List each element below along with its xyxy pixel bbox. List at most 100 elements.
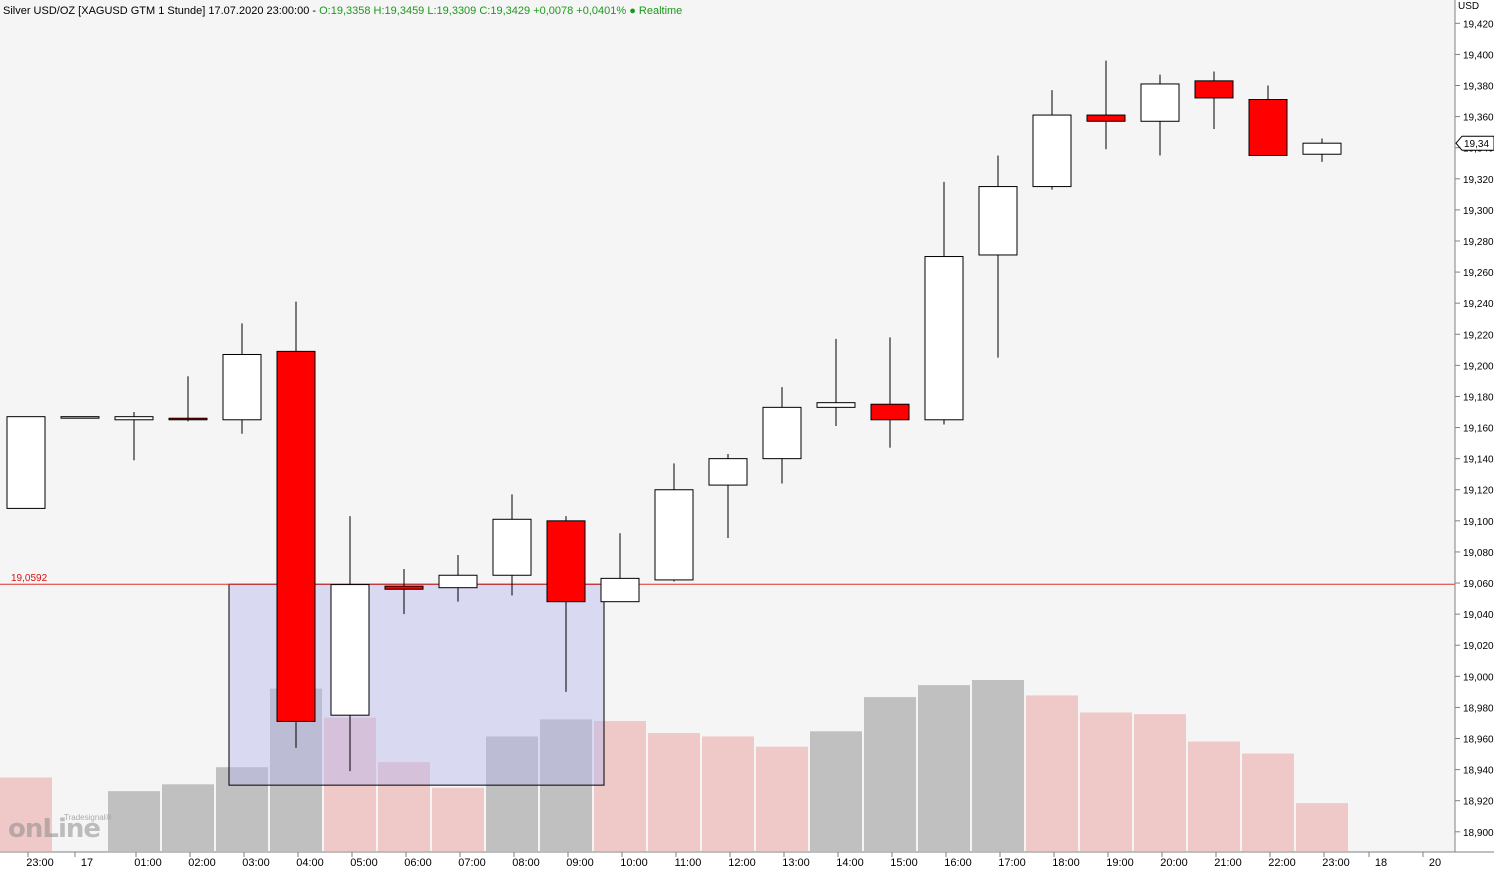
x-tick-label: 23:00 (1322, 857, 1350, 869)
candle-body (978, 186, 1018, 256)
y-tick-label: 18,960 (1463, 735, 1494, 746)
y-tick-label: 19,260 (1463, 268, 1494, 279)
x-tick-label: 18:00 (1052, 857, 1080, 869)
candle-body (654, 489, 694, 581)
candle-body (816, 402, 856, 408)
y-tick-label: 19,420 (1463, 19, 1494, 30)
y-axis: 18,900 18,920 18,940 18,960 18,980 19,000 19,0… (1455, 19, 1494, 839)
y-tick-label: 19,160 (1463, 424, 1494, 435)
x-tick-label: 20 (1429, 857, 1441, 869)
x-tick-label: 07:00 (458, 857, 486, 869)
candle-body (546, 520, 586, 603)
x-tick-label: 14:00 (836, 857, 864, 869)
candle-body (1140, 83, 1180, 122)
x-tick-label: 20:00 (1160, 857, 1188, 869)
logo: onLine (8, 814, 101, 844)
volume-bar (108, 791, 160, 851)
candle-body (924, 256, 964, 421)
y-tick-label: 19,080 (1463, 548, 1494, 559)
y-tick-label: 19,360 (1463, 113, 1494, 124)
x-tick-label: 19:00 (1106, 857, 1134, 869)
chart-title: Silver USD/OZ [XAGUSD GTM 1 Stunde] 17.0… (3, 5, 317, 17)
volume-bar (1026, 695, 1078, 851)
candle-body (1248, 99, 1288, 156)
candle-body (1032, 114, 1072, 188)
y-tick-label: 18,900 (1463, 828, 1494, 839)
level-label: 19,0592 (11, 573, 48, 584)
y-tick-label: 19,300 (1463, 206, 1494, 217)
y-tick-label: 19,120 (1463, 486, 1494, 497)
x-tick-label: 05:00 (350, 857, 378, 869)
x-tick-label: 18 (1375, 857, 1387, 869)
x-tick-label: 16:00 (944, 857, 972, 869)
y-axis-unit: USD (1458, 1, 1480, 12)
logo-small: Tradesignal® (64, 813, 112, 822)
chart-header: Silver USD/OZ [XAGUSD GTM 1 Stunde] 17.0… (3, 5, 682, 17)
x-axis-background (0, 852, 1494, 869)
candle-body (6, 416, 46, 509)
y-tick-label: 18,940 (1463, 766, 1494, 777)
volume-bar (1134, 714, 1186, 851)
last-price-label: 19,34 (1464, 139, 1489, 150)
y-tick-label: 19,000 (1463, 672, 1494, 683)
y-tick-label: 19,140 (1463, 455, 1494, 466)
volume-bar (756, 746, 808, 851)
volume-bar (0, 777, 52, 851)
y-tick-label: 18,920 (1463, 797, 1494, 808)
volume-bar (810, 731, 862, 851)
x-tick-label: 03:00 (242, 857, 270, 869)
y-tick-label: 19,280 (1463, 237, 1494, 248)
x-tick-label: 02:00 (188, 857, 216, 869)
x-tick-label: 12:00 (728, 857, 756, 869)
y-tick-label: 19,380 (1463, 82, 1494, 93)
candle-body (222, 353, 262, 421)
y-tick-label: 19,060 (1463, 579, 1494, 590)
volume-bar (486, 736, 538, 851)
volume-bar (918, 685, 970, 851)
y-tick-label: 19,400 (1463, 50, 1494, 61)
last-price-marker (1455, 135, 1494, 151)
y-tick-label: 19,200 (1463, 361, 1494, 372)
volume-bars (0, 680, 1348, 851)
x-tick-label: 21:00 (1214, 857, 1242, 869)
candle-body (168, 417, 208, 421)
candle-body (384, 585, 424, 590)
candle-body (114, 416, 154, 421)
volume-bar (216, 767, 268, 851)
y-tick-label: 19,020 (1463, 641, 1494, 652)
x-tick-label: 08:00 (512, 857, 540, 869)
candle-body (600, 577, 640, 603)
y-tick-label: 19,180 (1463, 392, 1494, 403)
y-tick-label: 18,980 (1463, 703, 1494, 714)
x-tick-label: 22:00 (1268, 857, 1296, 869)
volume-bar (594, 721, 646, 851)
x-tick-label: 23:00 (26, 857, 54, 869)
x-tick-label: 06:00 (404, 857, 432, 869)
x-tick-label: 15:00 (890, 857, 918, 869)
candle-body (276, 350, 316, 722)
candle-body (762, 406, 802, 460)
volume-bar (864, 697, 916, 851)
x-tick-label: 09:00 (566, 857, 594, 869)
volume-bar (432, 787, 484, 851)
plot-background (0, 0, 1455, 852)
x-axis: 23:00 17 01:00 02:00 03:00 04:00 05:00 06:00 07:… (26, 852, 1441, 869)
x-tick-label: 04:00 (296, 857, 324, 869)
volume-bar (648, 733, 700, 851)
x-tick-label: 17:00 (998, 857, 1026, 869)
volume-bar (972, 680, 1024, 851)
volume-bar (1080, 712, 1132, 851)
x-tick-label: 01:00 (134, 857, 162, 869)
x-tick-label: 11:00 (675, 857, 702, 869)
x-tick-label: 17 (81, 857, 93, 869)
y-tick-label: 19,240 (1463, 299, 1494, 310)
candles (6, 60, 1342, 772)
candle-body (492, 518, 532, 576)
y-tick-label: 19,040 (1463, 610, 1494, 621)
volume-bar (1188, 741, 1240, 851)
candle-body (60, 416, 100, 419)
x-tick-label: 10:00 (620, 857, 648, 869)
x-tick-label: 13:00 (782, 857, 810, 869)
volume-bar (162, 784, 214, 851)
